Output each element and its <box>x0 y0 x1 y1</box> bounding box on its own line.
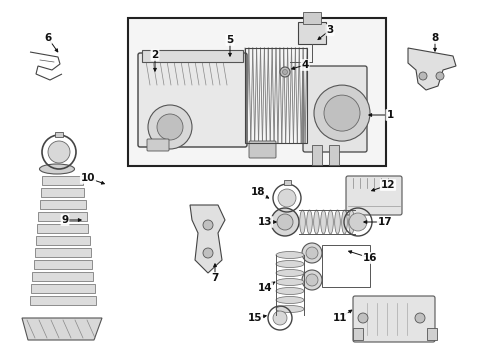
Ellipse shape <box>348 213 366 231</box>
Circle shape <box>280 67 289 77</box>
Circle shape <box>148 105 192 149</box>
Polygon shape <box>407 48 455 90</box>
Bar <box>37 224 88 233</box>
Circle shape <box>48 141 70 163</box>
Polygon shape <box>190 205 224 273</box>
Circle shape <box>278 189 295 207</box>
FancyBboxPatch shape <box>248 141 275 158</box>
Circle shape <box>282 69 287 75</box>
Bar <box>426 328 436 340</box>
Ellipse shape <box>275 252 304 258</box>
Polygon shape <box>22 318 102 340</box>
Circle shape <box>414 313 424 323</box>
Bar <box>321 245 369 287</box>
Ellipse shape <box>327 210 333 234</box>
Bar <box>352 328 362 340</box>
Bar <box>284 180 290 185</box>
Circle shape <box>357 313 367 323</box>
Text: 7: 7 <box>211 273 218 283</box>
Circle shape <box>305 247 317 259</box>
Text: 12: 12 <box>380 180 394 190</box>
FancyBboxPatch shape <box>346 176 401 215</box>
Bar <box>39 212 87 221</box>
Ellipse shape <box>341 210 346 234</box>
Ellipse shape <box>348 210 354 234</box>
FancyBboxPatch shape <box>352 296 434 342</box>
Text: 18: 18 <box>250 187 264 197</box>
Bar <box>34 260 92 269</box>
Text: 17: 17 <box>377 217 391 227</box>
Ellipse shape <box>299 210 305 234</box>
Circle shape <box>305 274 317 286</box>
Circle shape <box>276 214 292 230</box>
Text: 10: 10 <box>81 173 95 183</box>
Ellipse shape <box>275 279 304 285</box>
Circle shape <box>435 72 443 80</box>
Bar <box>55 132 63 137</box>
Bar <box>303 12 320 24</box>
Circle shape <box>270 208 298 236</box>
Bar <box>42 176 83 185</box>
Ellipse shape <box>313 210 319 234</box>
Ellipse shape <box>275 288 304 294</box>
Text: 15: 15 <box>247 313 262 323</box>
Ellipse shape <box>275 297 304 303</box>
Bar <box>244 48 306 143</box>
Ellipse shape <box>275 270 304 276</box>
Text: 8: 8 <box>430 33 438 43</box>
Circle shape <box>203 220 213 230</box>
Bar <box>128 18 385 166</box>
Text: 11: 11 <box>332 313 346 323</box>
Bar <box>30 296 96 305</box>
Text: 3: 3 <box>325 25 333 35</box>
Text: 2: 2 <box>151 50 158 60</box>
Ellipse shape <box>306 210 312 234</box>
Ellipse shape <box>334 210 340 234</box>
Text: 4: 4 <box>301 60 308 70</box>
Circle shape <box>418 72 426 80</box>
Text: 6: 6 <box>44 33 52 43</box>
Bar <box>35 248 91 257</box>
Ellipse shape <box>275 306 304 312</box>
Circle shape <box>203 248 213 258</box>
Ellipse shape <box>275 261 304 267</box>
FancyBboxPatch shape <box>147 139 169 151</box>
Bar <box>32 272 93 281</box>
Bar <box>328 145 338 165</box>
Circle shape <box>313 85 369 141</box>
FancyBboxPatch shape <box>303 66 366 152</box>
Text: 13: 13 <box>257 217 272 227</box>
Bar <box>31 284 95 293</box>
Bar <box>36 236 89 245</box>
Circle shape <box>272 311 286 325</box>
Text: 16: 16 <box>362 253 376 263</box>
Text: 14: 14 <box>257 283 272 293</box>
Circle shape <box>302 270 321 290</box>
Circle shape <box>157 114 183 140</box>
Text: 9: 9 <box>61 215 68 225</box>
Bar <box>297 22 325 44</box>
Circle shape <box>324 95 359 131</box>
Text: 5: 5 <box>226 35 233 45</box>
Text: 1: 1 <box>386 110 393 120</box>
Bar <box>40 200 85 209</box>
Bar <box>311 145 321 165</box>
Ellipse shape <box>320 210 325 234</box>
Ellipse shape <box>40 164 74 174</box>
Bar <box>142 50 243 62</box>
Circle shape <box>302 243 321 263</box>
FancyBboxPatch shape <box>138 53 246 147</box>
Bar <box>41 188 84 197</box>
